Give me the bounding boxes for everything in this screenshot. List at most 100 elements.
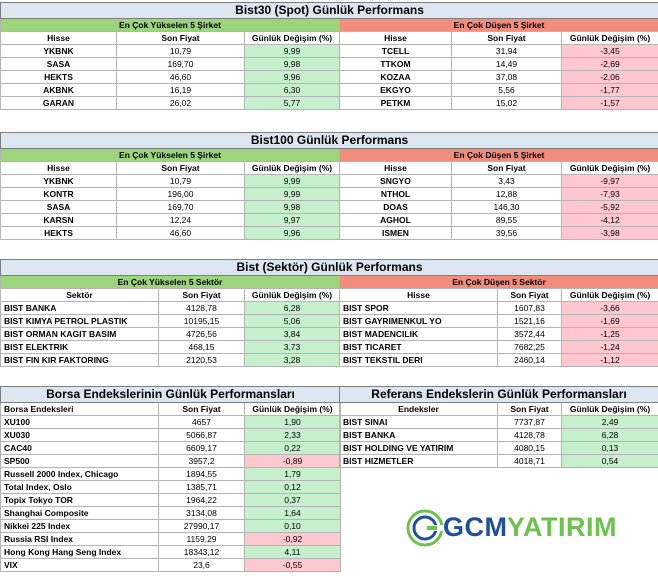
col-header: Hisse bbox=[339, 31, 452, 45]
table-row: Hong Kong Hang Seng Index 18343,12 4,11 bbox=[0, 545, 341, 559]
sector-name: BIST SPOR bbox=[339, 301, 498, 315]
table-row: Shanghai Composite 3134,08 1,64 bbox=[0, 506, 341, 520]
index-name: Hong Kong Hang Seng Index bbox=[0, 545, 159, 559]
table-row: BIST ELEKTRIK 468,15 3,73 BIST TICARET 7… bbox=[0, 340, 658, 354]
change: 2,33 bbox=[244, 428, 341, 442]
price: 196,00 bbox=[116, 187, 245, 201]
gcm-logo-icon bbox=[406, 509, 449, 547]
sector-name: BIST FIN KIR FAKTORING bbox=[0, 353, 159, 367]
table-row: BIST KIMYA PETROL PLASTIK 10195,15 5,06 … bbox=[0, 314, 658, 328]
change: -3,66 bbox=[560, 301, 658, 315]
change: 0,12 bbox=[244, 480, 341, 494]
change: -2,06 bbox=[560, 70, 658, 84]
price: 16,19 bbox=[116, 83, 245, 97]
table-row: CAC40 6609,17 0,22 bbox=[0, 441, 341, 455]
change: -1,77 bbox=[560, 83, 658, 97]
col-header: Son Fiyat bbox=[158, 288, 245, 302]
price: 2120,53 bbox=[158, 353, 245, 367]
table-row: BIST HIZMETLER 4018,71 0,54 bbox=[339, 454, 658, 468]
ticker: KONTR bbox=[0, 187, 117, 201]
ticker: AGHOL bbox=[339, 213, 452, 227]
table-row: Topix Tokyo TOR 1964,22 0,37 bbox=[0, 493, 341, 507]
change: 2,49 bbox=[560, 415, 658, 429]
col-header: Hisse bbox=[0, 31, 117, 45]
col-header: Sektör bbox=[0, 288, 159, 302]
table-row: BIST FIN KIR FAKTORING 2120,53 3,28 BIST… bbox=[0, 353, 658, 367]
change: 9,98 bbox=[244, 200, 340, 214]
change: 0,37 bbox=[244, 493, 341, 507]
index-name: XU030 bbox=[0, 428, 159, 442]
price: 4657 bbox=[158, 415, 245, 429]
table-row: SP500 3957,2 -0,89 bbox=[0, 454, 341, 468]
change: 9,99 bbox=[244, 44, 340, 58]
table-row: XU030 5066,87 2,33 bbox=[0, 428, 341, 442]
col-header: Son Fiyat bbox=[116, 31, 245, 45]
price: 12,24 bbox=[116, 213, 245, 227]
change: 1,79 bbox=[244, 467, 341, 481]
change: 6,28 bbox=[244, 301, 340, 315]
change: -1,57 bbox=[560, 96, 658, 110]
index-name: Russell 2000 Index, Chicago bbox=[0, 467, 159, 481]
change: -1,12 bbox=[560, 353, 658, 367]
change: 9,98 bbox=[244, 57, 340, 71]
bist30-title: Bist30 (Spot) Günlük Performans bbox=[0, 2, 658, 19]
sector-name: BIST BANKA bbox=[0, 301, 159, 315]
sector-name: BIST GAYRIMENKUL YO bbox=[339, 314, 498, 328]
ticker: AKBNK bbox=[0, 83, 117, 97]
sector-name: BIST ELEKTRIK bbox=[0, 340, 159, 354]
borsa-title: Borsa Endekslerinin Günlük Performanslar… bbox=[0, 386, 341, 403]
price: 3572,44 bbox=[497, 327, 562, 341]
sector-name: BIST TEKSTIL DERI bbox=[339, 353, 498, 367]
price: 10195,15 bbox=[158, 314, 245, 328]
sector-name: BIST ORMAN KAGIT BASIM bbox=[0, 327, 159, 341]
price: 4018,71 bbox=[497, 454, 562, 468]
logo-text-yatirim: YATIRIM bbox=[507, 512, 618, 542]
bist30-down-title: En Çok Düşen 5 Şirket bbox=[338, 18, 658, 32]
price: 7737,87 bbox=[497, 415, 562, 429]
ticker: YKBNK bbox=[0, 174, 117, 188]
price: 169,70 bbox=[116, 200, 245, 214]
change: -3,45 bbox=[560, 44, 658, 58]
gcm-yatirim-logo: GCM YATIRIM bbox=[405, 508, 625, 548]
index-name: BIST HIZMETLER bbox=[339, 454, 498, 468]
ticker: DOAS bbox=[339, 200, 452, 214]
table-row: HEKTS 46,60 9,96 KOZAA 37,08 -2,06 bbox=[0, 70, 658, 84]
index-name: BIST BANKA bbox=[339, 428, 498, 442]
change: -3,98 bbox=[560, 226, 658, 240]
change: -5,92 bbox=[560, 200, 658, 214]
index-name: SP500 bbox=[0, 454, 159, 468]
change: 0,54 bbox=[560, 454, 658, 468]
price: 14,49 bbox=[451, 57, 562, 71]
price: 5066,87 bbox=[158, 428, 245, 442]
table-row: Total Index, Oslo 1385,71 0,12 bbox=[0, 480, 341, 494]
table-row: Russia RSI Index 1159,29 -0,92 bbox=[0, 532, 341, 546]
sector-name: BIST TICARET bbox=[339, 340, 498, 354]
price: 27990,17 bbox=[158, 519, 245, 533]
price: 4128,78 bbox=[158, 301, 245, 315]
price: 1521,16 bbox=[497, 314, 562, 328]
price: 15,02 bbox=[451, 96, 562, 110]
change: 0,22 bbox=[244, 441, 341, 455]
col-header: Son Fiyat bbox=[116, 161, 245, 175]
col-header: Son Fiyat bbox=[497, 402, 562, 416]
bist100-down-title: En Çok Düşen 5 Şirket bbox=[338, 148, 658, 162]
bist30-section: Bist30 (Spot) Günlük Performans En Çok Y… bbox=[0, 2, 658, 110]
table-row: KONTR 196,00 9,99 NTHOL 12,88 -7,93 bbox=[0, 187, 658, 201]
change: 1,90 bbox=[244, 415, 341, 429]
change: 9,99 bbox=[244, 187, 340, 201]
ticker: TTKOM bbox=[339, 57, 452, 71]
change: 9,99 bbox=[244, 174, 340, 188]
change: 1,64 bbox=[244, 506, 341, 520]
price: 46,60 bbox=[116, 70, 245, 84]
table-row: HEKTS 46,60 9,96 ISMEN 39,56 -3,98 bbox=[0, 226, 658, 240]
bist30-up-title: En Çok Yükselen 5 Şirket bbox=[0, 18, 340, 32]
col-header: Günlük Değişim (%) bbox=[560, 161, 658, 175]
ticker: SNGYO bbox=[339, 174, 452, 188]
change: 9,96 bbox=[244, 70, 340, 84]
price: 1964,22 bbox=[158, 493, 245, 507]
index-name: Topix Tokyo TOR bbox=[0, 493, 159, 507]
col-header: Günlük Değişim (%) bbox=[244, 402, 341, 416]
price: 4726,56 bbox=[158, 327, 245, 341]
ticker: NTHOL bbox=[339, 187, 452, 201]
